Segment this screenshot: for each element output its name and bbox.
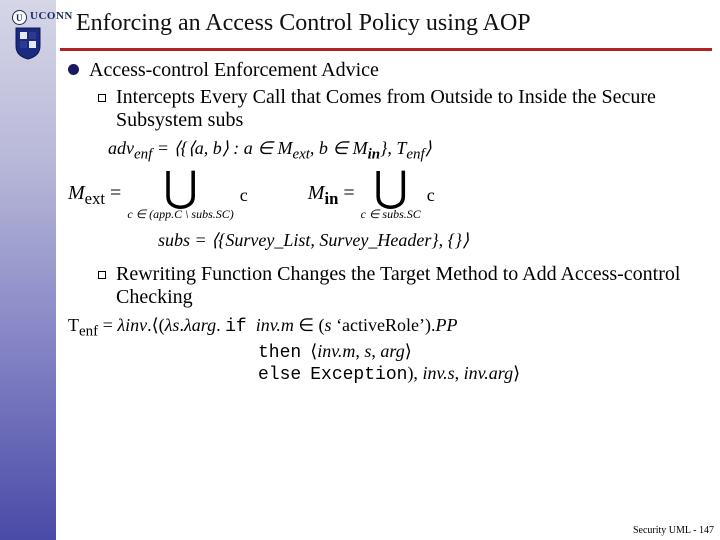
math-min: Min = ⋃ c ∈ subs.SC c	[308, 170, 435, 223]
logo-text: UCONN	[30, 10, 73, 22]
circle-bullet-icon	[68, 64, 79, 75]
tenf-line2: then ⟨inv.m, s, arg⟩	[258, 341, 708, 363]
union-min: ⋃ c ∈ subs.SC	[361, 170, 421, 223]
slide-footer: Security UML - 147	[633, 525, 714, 536]
math-union-row: Mext = ⋃ c ∈ (app.C \ subs.SC) c Min = ⋃…	[68, 170, 708, 223]
square-bullet-icon	[98, 271, 106, 279]
bullet-level2-a: Intercepts Every Call that Comes from Ou…	[98, 86, 708, 132]
min-side: c	[427, 185, 435, 206]
shield-icon	[14, 26, 42, 60]
l2b-text: Rewriting Function Changes the Target Me…	[116, 263, 708, 309]
title-underline	[60, 48, 712, 51]
math-adv-text: advenf = ⟨{⟨a, b⟩ : a ∈ Mext, b ∈ Min}, …	[108, 138, 432, 158]
bullet-level2-b: Rewriting Function Changes the Target Me…	[98, 263, 708, 309]
square-bullet-icon	[98, 94, 106, 102]
union-mext: ⋃ c ∈ (app.C \ subs.SC)	[127, 170, 233, 223]
math-subs: subs = ⟨{Survey_List, Survey_Header}, {}…	[158, 230, 708, 251]
tenf-line3: else Exception), inv.s, inv.arg⟩	[258, 363, 708, 385]
bullet-level1: Access-control Enforcement Advice	[68, 58, 708, 82]
slide-content: Access-control Enforcement Advice Interc…	[68, 58, 708, 391]
union-icon: ⋃	[373, 170, 407, 208]
math-tenf: Tenf = λinv.⟨(λs.λarg. if inv.m ∈ (s ‘ac…	[68, 315, 708, 385]
logo-circle-icon: U	[12, 10, 27, 25]
sidebar-gradient	[0, 0, 56, 540]
math-adv: advenf = ⟨{⟨a, b⟩ : a ∈ Mext, b ∈ Min}, …	[108, 138, 708, 164]
union-icon: ⋃	[163, 170, 197, 208]
min-sub: c ∈ subs.SC	[361, 207, 421, 222]
tenf-line1: Tenf = λinv.⟨(λs.λarg. if inv.m ∈ (s ‘ac…	[68, 315, 708, 341]
slide: U UCONN Enforcing an Access Control Poli…	[0, 0, 720, 540]
l1-text: Access-control Enforcement Advice	[89, 58, 379, 82]
mext-side: c	[240, 185, 248, 206]
math-mext: Mext = ⋃ c ∈ (app.C \ subs.SC) c	[68, 170, 248, 223]
slide-title: Enforcing an Access Control Policy using…	[76, 10, 531, 37]
l2a-text: Intercepts Every Call that Comes from Ou…	[116, 86, 708, 132]
mext-sub: c ∈ (app.C \ subs.SC)	[127, 207, 233, 222]
